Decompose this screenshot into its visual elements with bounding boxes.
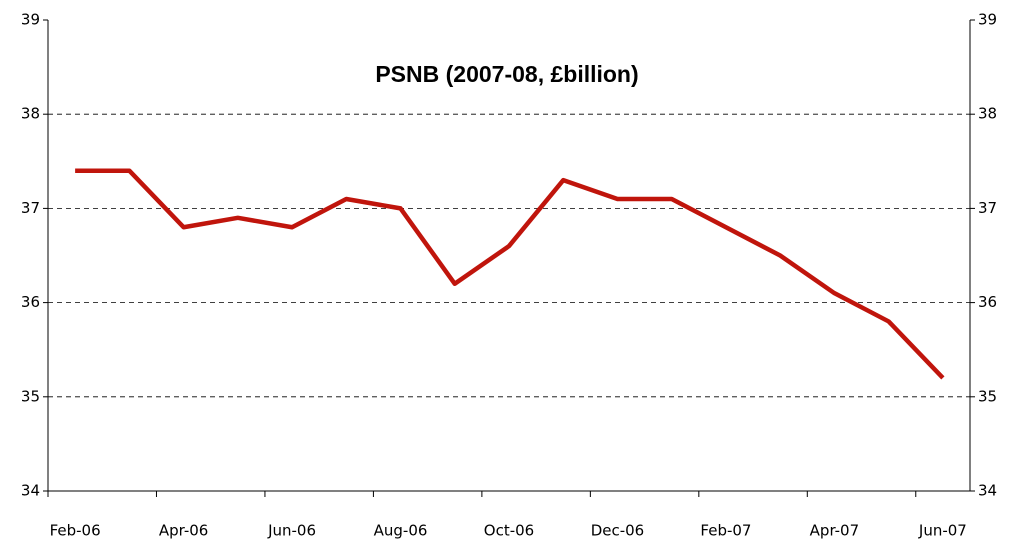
y2-tick-label: 39 [978,11,997,29]
y-tick-label: 36 [21,293,40,311]
y-tick-label: 38 [21,105,40,123]
chart-title: PSNB (2007-08, £billion) [375,61,638,87]
x-tick-label: Jun-06 [267,522,316,540]
y2-tick-label: 35 [978,387,997,405]
x-tick-label: Aug-06 [374,522,428,540]
x-tick-label: Oct-06 [484,522,534,540]
y2-tick-label: 34 [978,482,997,500]
y2-tick-label: 36 [978,293,997,311]
x-tick-label: Feb-06 [50,522,101,540]
x-tick-label: Feb-07 [700,522,751,540]
y2-tick-label: 37 [978,199,997,217]
x-tick-label: Apr-06 [159,522,209,540]
line-series [75,168,945,380]
y-tick-label: 39 [21,11,40,29]
y-tick-label: 34 [21,482,40,500]
x-tick-label: Dec-06 [591,522,645,540]
y-tick-label: 37 [21,199,40,217]
x-tick-label: Jun-07 [918,522,967,540]
y-tick-label: 35 [21,387,40,405]
x-tick-label: Apr-07 [810,522,860,540]
y2-tick-label: 38 [978,105,997,123]
